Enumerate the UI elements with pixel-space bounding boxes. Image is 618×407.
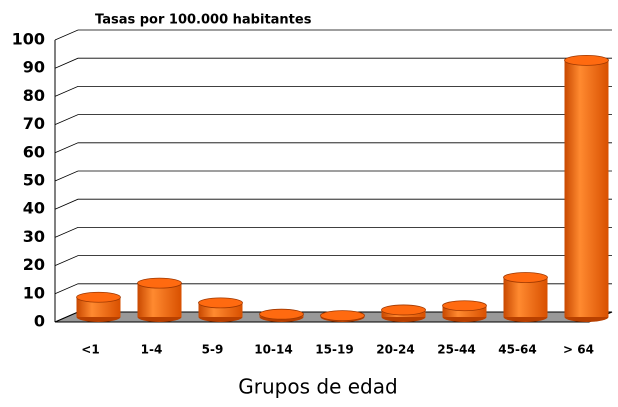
x-tick-label: <1 (81, 343, 99, 357)
bar (76, 297, 121, 317)
chart-title: Tasas por 100.000 habitantes (95, 13, 312, 28)
grid-line (54, 255, 612, 266)
y-tick-label: 90 (23, 58, 45, 77)
y-tick-label: 20 (23, 255, 45, 274)
bar-cap (320, 310, 365, 321)
y-tick-label: 70 (23, 114, 45, 133)
x-axis-label: Grupos de edad (238, 375, 397, 399)
grid-line (54, 29, 612, 41)
grid-line (54, 226, 612, 238)
bar-cap (76, 291, 121, 303)
grid-line (54, 170, 612, 182)
bar-cap (381, 304, 426, 316)
x-tick-label: 10-14 (254, 343, 292, 357)
x-tick-label: 45-64 (498, 343, 536, 357)
grid-line (54, 198, 612, 210)
grid-line (54, 142, 612, 154)
y-tick-label: 50 (23, 171, 45, 190)
x-tick-label: 25-44 (437, 343, 475, 357)
bar-cap (198, 297, 243, 309)
grid-line (54, 57, 612, 69)
y-tick-label: 80 (23, 86, 45, 105)
y-tick-label: 60 (23, 142, 45, 161)
bar (442, 305, 487, 317)
x-tick-label: > 64 (563, 343, 594, 357)
bar (503, 277, 548, 317)
x-tick-label: 1-4 (141, 343, 163, 357)
y-tick-label: 40 (23, 199, 45, 218)
bar (564, 60, 609, 317)
bar-cap (442, 300, 487, 312)
bar-cap (564, 54, 609, 66)
grid-line (54, 283, 612, 295)
x-tick-label: 5-9 (202, 343, 224, 357)
bar (137, 283, 182, 317)
y-tick-label: 30 (23, 227, 45, 246)
grid-line (54, 86, 612, 97)
y-tick-label: 0 (34, 312, 45, 331)
bar-cap (259, 308, 304, 320)
y-tick-label: 100 (12, 30, 45, 49)
y-tick-label: 10 (23, 283, 45, 302)
bar-cap (503, 272, 548, 283)
x-tick-label: 15-19 (315, 343, 353, 357)
bar-cap (137, 277, 182, 289)
grid-line (54, 114, 612, 125)
x-tick-label: 20-24 (376, 343, 414, 357)
